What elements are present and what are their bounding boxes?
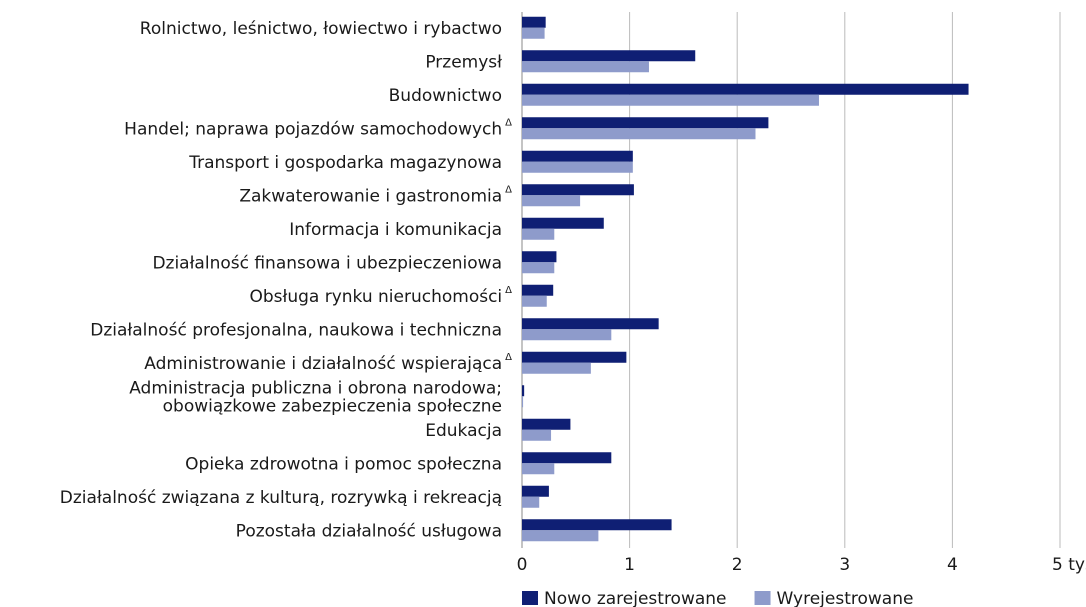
bar: [522, 418, 571, 430]
bar: [522, 496, 540, 508]
bar: [522, 318, 659, 330]
y-tick-label: Obsługa rynku nieruchomości Δ: [249, 285, 512, 307]
bar: [522, 83, 969, 95]
y-tick-label: Działalność profesjonalna, naukowa i tec…: [90, 320, 502, 340]
bar: [522, 396, 524, 408]
y-tick-label: Administracja publiczna i obrona narodow…: [129, 378, 502, 416]
y-tick-label: Działalność związana z kulturą, rozrywką…: [60, 488, 502, 508]
bar: [522, 150, 633, 162]
bar: [522, 161, 633, 173]
bar: [522, 485, 549, 497]
bar: [522, 94, 819, 106]
bar: [522, 385, 525, 397]
bar: [522, 284, 554, 296]
bar: [522, 184, 634, 196]
bar: [522, 50, 696, 62]
y-tick-label: Rolnictwo, leśnictwo, łowiectwo i rybact…: [140, 19, 502, 39]
bar: [522, 262, 555, 274]
legend-swatch: [754, 591, 771, 605]
bar: [522, 452, 612, 464]
y-tick-label: Pozostała działalność usługowa: [236, 521, 502, 541]
legend-label: Wyrejestrowane: [777, 589, 914, 607]
y-tick-label: Transport i gospodarka magazynowa: [188, 153, 502, 173]
x-tick-label: 1: [624, 555, 635, 575]
bar: [522, 519, 672, 531]
bar: [522, 228, 555, 240]
y-tick-label: Działalność finansowa i ubezpieczeniowa: [152, 253, 502, 273]
bar: [522, 128, 756, 140]
bar: [522, 530, 599, 542]
bar: [522, 27, 545, 39]
x-tick-label: 5 tys.: [1052, 555, 1086, 575]
y-tick-label: Edukacja: [425, 421, 502, 441]
bar: [522, 429, 552, 441]
y-tick-label: Budownictwo: [389, 86, 502, 106]
bar: [522, 16, 546, 28]
bar: [522, 362, 591, 374]
bar: [522, 329, 612, 341]
legend-swatch: [522, 591, 538, 605]
y-tick-label: Administrowanie i działalność wspierając…: [144, 352, 512, 374]
bar: [522, 61, 649, 73]
x-tick-label: 0: [517, 555, 528, 575]
bar: [522, 351, 627, 363]
x-tick-label: 2: [732, 555, 743, 575]
bar: [522, 217, 604, 229]
y-tick-label: Przemysł: [425, 52, 502, 72]
bar: [522, 117, 769, 129]
x-tick-label: 4: [947, 555, 958, 575]
bar: [522, 195, 581, 207]
y-tick-label: Zakwaterowanie i gastronomia Δ: [239, 184, 512, 206]
y-tick-label: Handel; naprawa pojazdów samochodowych Δ: [124, 117, 512, 139]
legend-label: Nowo zarejestrowane: [544, 589, 727, 607]
y-tick-label: Informacja i komunikacja: [289, 220, 502, 240]
x-tick-label: 3: [839, 555, 850, 575]
bar: [522, 463, 555, 475]
bar: [522, 295, 547, 307]
bar: [522, 251, 557, 263]
y-tick-label: Opieka zdrowotna i pomoc społeczna: [185, 454, 502, 474]
